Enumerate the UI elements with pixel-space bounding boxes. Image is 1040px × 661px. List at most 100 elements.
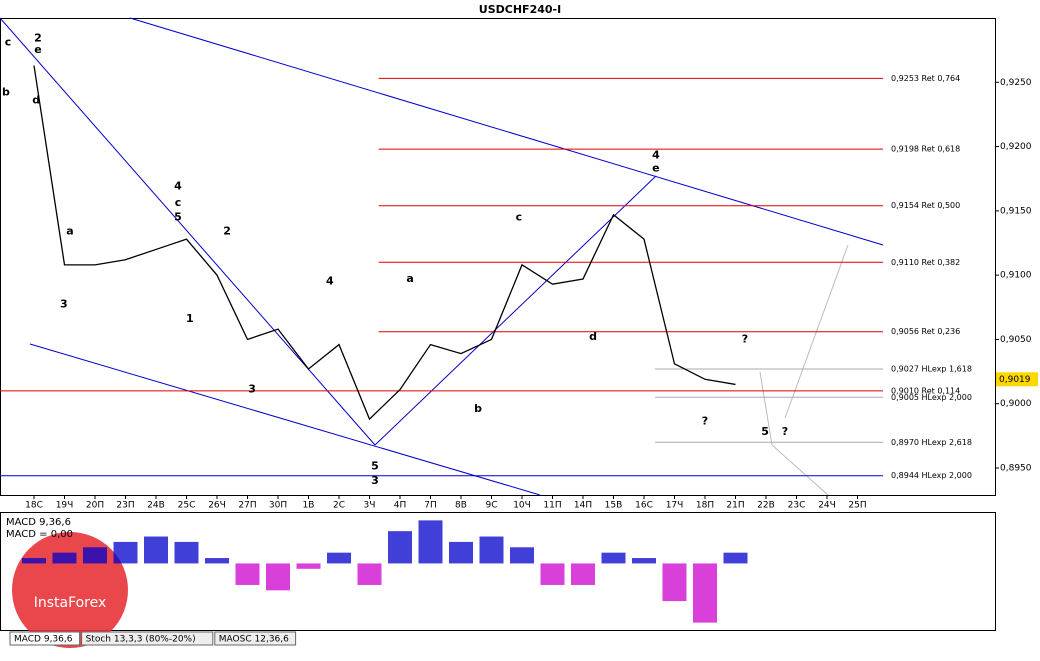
wave-label: 5 bbox=[761, 425, 769, 438]
macd-bar bbox=[144, 536, 168, 564]
wave-label: 5 bbox=[371, 460, 379, 473]
macd-bar bbox=[601, 552, 626, 564]
macd-bar bbox=[266, 563, 290, 591]
x-tick-label: 7П bbox=[424, 501, 437, 511]
wave-label: 3 bbox=[60, 298, 68, 311]
x-tick-label: 25П bbox=[848, 501, 866, 511]
macd-frame bbox=[0, 512, 996, 631]
current-price-label: 0,9019 bbox=[999, 375, 1031, 385]
level-label: 0,9198 Ret 0,618 bbox=[891, 145, 960, 154]
wave-label: 1 bbox=[186, 312, 194, 325]
macd-bar bbox=[327, 552, 351, 564]
x-tick-label: 22В bbox=[757, 501, 775, 511]
indicator-tab[interactable] bbox=[214, 631, 297, 646]
macd-bar bbox=[174, 541, 199, 564]
x-tick-label: 1В bbox=[303, 501, 315, 511]
level-label: 0,9027 HLexp 1,618 bbox=[891, 365, 972, 374]
level-label: 0,9110 Ret 0,382 bbox=[891, 258, 960, 267]
current-price-box bbox=[996, 372, 1038, 387]
macd-bar bbox=[22, 558, 46, 564]
y-tick-label: 0,8950 bbox=[1000, 464, 1032, 474]
wave-label: c bbox=[5, 35, 12, 48]
y-tick-label: 0,9000 bbox=[1000, 399, 1032, 409]
x-tick-label: 16С bbox=[635, 501, 653, 511]
wave-label: c bbox=[175, 196, 182, 209]
x-tick-label: 14П bbox=[574, 501, 592, 511]
indicator-tab-label: MAOSC 12,36,6 bbox=[219, 635, 289, 645]
wave-label: c bbox=[516, 210, 523, 223]
macd-bar bbox=[418, 520, 443, 564]
chart-title: USDCHF240-I bbox=[479, 3, 561, 16]
macd-bar bbox=[449, 541, 473, 564]
y-tick-label: 0,9050 bbox=[1000, 335, 1032, 345]
wave-label: 5 bbox=[174, 210, 182, 223]
wave-label: e bbox=[34, 43, 41, 56]
level-label: 0,8970 HLexp 2,618 bbox=[891, 438, 972, 447]
macd-bar bbox=[540, 563, 565, 585]
x-tick-label: 18С bbox=[25, 501, 43, 511]
x-tick-label: 25С bbox=[178, 501, 196, 511]
macd-bar bbox=[662, 563, 687, 602]
x-tick-label: 21П bbox=[726, 501, 744, 511]
level-label: 0,9005 HLexp 2,000 bbox=[891, 393, 972, 402]
indicator-tab[interactable] bbox=[81, 631, 214, 646]
trend-line bbox=[29, 343, 541, 496]
wave-label: 4 bbox=[326, 275, 334, 288]
x-tick-label: 15В bbox=[605, 501, 623, 511]
logo-text: InstaForex bbox=[34, 595, 107, 611]
x-tick-label: 24В bbox=[147, 501, 165, 511]
macd-bar bbox=[205, 558, 229, 564]
trend-line bbox=[374, 175, 657, 446]
level-label: 0,9154 Ret 0,500 bbox=[891, 201, 960, 210]
macd-bar bbox=[510, 547, 534, 564]
wave-label: 4 bbox=[174, 179, 182, 192]
level-label: 0,9010 Ret 0,114 bbox=[891, 386, 960, 395]
x-tick-label: 26Ч bbox=[208, 501, 226, 511]
main-frame bbox=[0, 18, 996, 496]
projection-line bbox=[771, 444, 829, 496]
macd-bar bbox=[632, 558, 656, 564]
x-tick-label: 10Ч bbox=[513, 501, 531, 511]
y-tick-label: 0,9150 bbox=[1000, 206, 1032, 216]
x-tick-label: 18П bbox=[696, 501, 714, 511]
wave-label: d bbox=[589, 330, 597, 343]
indicator-tab-label: Stoch 13,3,3 (80%-20%) bbox=[86, 635, 196, 645]
logo: InstaForex bbox=[12, 532, 128, 648]
indicator-tab[interactable] bbox=[9, 631, 81, 646]
trend-line bbox=[0, 17, 376, 446]
x-tick-label: 3Ч bbox=[364, 501, 376, 511]
macd-reading: MACD = 0,00 bbox=[6, 529, 73, 540]
wave-label: 2 bbox=[34, 32, 42, 45]
x-tick-label: 24Ч bbox=[818, 501, 836, 511]
x-tick-label: 4П bbox=[394, 501, 407, 511]
x-tick-label: 23П bbox=[116, 501, 134, 511]
wave-label: e bbox=[652, 161, 659, 174]
macd-bar bbox=[388, 531, 412, 564]
wave-label: a bbox=[406, 272, 413, 285]
wave-label: ? bbox=[702, 415, 708, 428]
x-tick-label: 9С bbox=[485, 501, 497, 511]
x-tick-label: 19Ч bbox=[56, 501, 74, 511]
wave-label: ? bbox=[742, 332, 748, 345]
macd-bar bbox=[723, 552, 748, 564]
wave-label: 3 bbox=[248, 383, 256, 396]
level-label: 0,9253 Ret 0,764 bbox=[891, 74, 960, 83]
macd-bar bbox=[235, 563, 260, 585]
macd-bar bbox=[113, 541, 138, 564]
level-label: 0,8944 HLexp 2,000 bbox=[891, 471, 972, 480]
level-label: 0,9056 Ret 0,236 bbox=[891, 327, 960, 336]
wave-label: a bbox=[66, 224, 73, 237]
macd-bar bbox=[52, 552, 77, 564]
wave-label: d bbox=[32, 93, 40, 106]
x-tick-label: 30П bbox=[269, 501, 287, 511]
macd-bar bbox=[296, 563, 321, 569]
wave-label: ? bbox=[782, 425, 788, 438]
macd-bar bbox=[479, 536, 504, 564]
wave-label: 3 bbox=[371, 474, 379, 487]
macd-bar bbox=[357, 563, 382, 585]
logo-badge bbox=[12, 532, 128, 648]
macd-bar bbox=[83, 547, 107, 564]
wave-label: b bbox=[474, 402, 482, 415]
x-tick-label: 27П bbox=[238, 501, 256, 511]
